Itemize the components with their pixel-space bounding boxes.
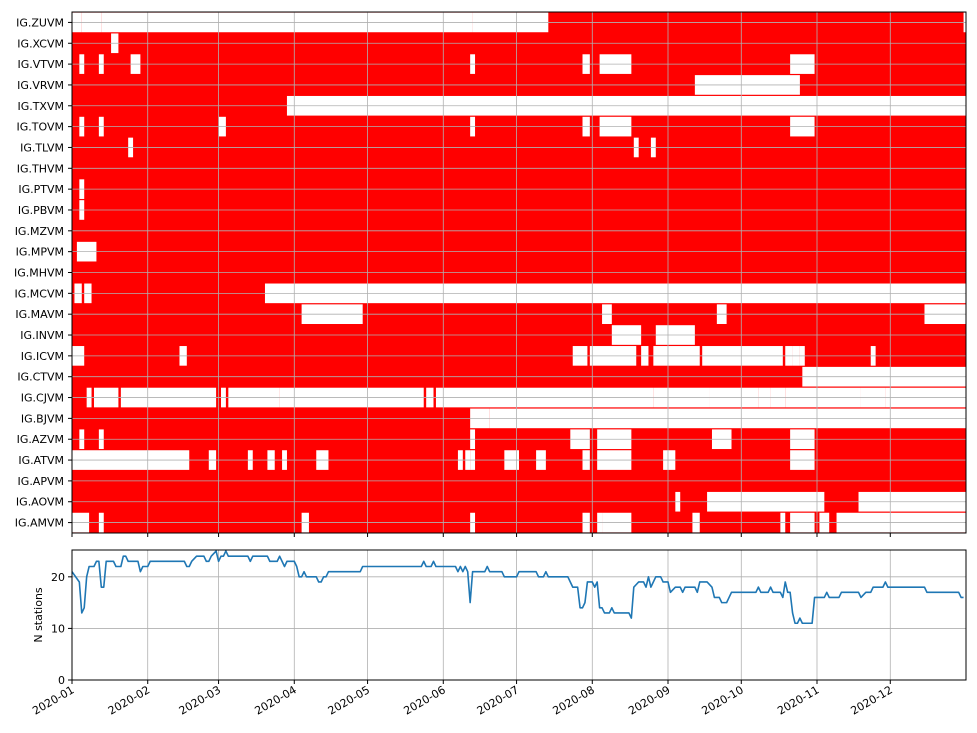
x-tick-label: 2020-04 xyxy=(252,683,298,717)
station-label: IG.VRVM xyxy=(17,79,64,92)
station-label: IG.AZVM xyxy=(17,433,64,446)
station-label: IG.TLVM xyxy=(20,141,64,154)
y-tick-label: 20 xyxy=(51,571,65,584)
n-stations-line xyxy=(71,550,964,625)
x-tick-label: 2020-01 xyxy=(30,683,76,717)
x-tick-label: 2020-09 xyxy=(626,683,672,717)
y-tick-label: 10 xyxy=(51,622,65,635)
station-label: IG.PTVM xyxy=(18,183,64,196)
station-label: IG.INVM xyxy=(20,329,64,342)
x-tick-label: 2020-07 xyxy=(475,683,521,717)
station-label: IG.ZUVM xyxy=(16,16,64,29)
x-tick-label: 2020-03 xyxy=(177,683,223,717)
station-label: IG.MAVM xyxy=(15,308,64,321)
station-label: IG.THVM xyxy=(17,162,64,175)
station-label: IG.BJVM xyxy=(21,412,64,425)
x-tick-label: 2020-12 xyxy=(848,683,894,717)
station-label: IG.XCVM xyxy=(17,37,64,50)
y-axis-label: N stations xyxy=(32,587,45,643)
station-label: IG.ATVM xyxy=(18,454,64,467)
station-label: IG.TOVM xyxy=(17,121,64,134)
heatmap-frame xyxy=(71,11,967,534)
y-tick-label: 0 xyxy=(58,674,65,687)
line-chart-frame xyxy=(71,549,967,681)
x-tick-label: 2020-06 xyxy=(401,683,447,717)
station-label: IG.VTVM xyxy=(17,58,64,71)
station-label: IG.CJVM xyxy=(21,392,64,405)
n-stations-line-chart: 0 10 20 N stations 2020-01 2020-02 2020-03 2020… xyxy=(30,549,967,718)
x-tick-label: 2020-10 xyxy=(699,683,745,717)
x-tick-label: 2020-11 xyxy=(775,683,821,717)
station-label: IG.CTVM xyxy=(17,371,64,384)
station-label: IG.MPVM xyxy=(16,246,64,259)
x-tick-label: 2020-05 xyxy=(326,683,372,717)
station-label: IG.TXVM xyxy=(17,100,64,113)
station-label: IG.MCVM xyxy=(15,287,64,300)
availability-heatmap: IG.ZUVM IG.XCVM IG.VTVM IG.VRVM IG.TXVM IG.TO… xyxy=(14,11,967,537)
station-label: IG.MZVM xyxy=(15,225,64,238)
station-label: IG.ICVM xyxy=(21,350,64,363)
station-label: IG.AOVM xyxy=(16,496,64,509)
x-tick-label: 2020-08 xyxy=(550,683,596,717)
station-label: IG.APVM xyxy=(18,475,64,488)
station-label: IG.AMVM xyxy=(15,517,64,530)
station-label: IG.MHVM xyxy=(14,267,64,280)
x-tick-label: 2020-02 xyxy=(106,683,152,717)
station-label: IG.PBVM xyxy=(18,204,64,217)
